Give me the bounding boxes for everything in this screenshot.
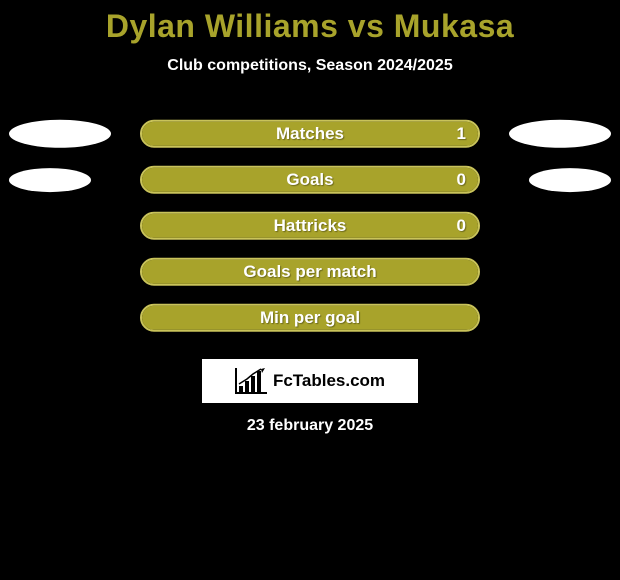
date-text: 23 february 2025 — [0, 417, 620, 435]
stat-value: 1 — [457, 122, 466, 146]
player-right-ellipse — [529, 168, 611, 192]
stat-row: Hattricks0 — [0, 205, 620, 251]
stat-bar: Goals0 — [140, 166, 480, 194]
stat-label: Hattricks — [142, 214, 478, 238]
stat-label: Matches — [142, 122, 478, 146]
stat-row: Goals per match — [0, 251, 620, 297]
stat-value: 0 — [457, 168, 466, 192]
stat-row: Matches1 — [0, 113, 620, 159]
player-right-ellipse — [509, 120, 611, 148]
player-left-ellipse — [9, 120, 111, 148]
logo-text: FcTables.com — [273, 371, 385, 391]
stat-label: Goals — [142, 168, 478, 192]
stat-row: Goals0 — [0, 159, 620, 205]
stat-row: Min per goal — [0, 297, 620, 343]
stat-bar: Min per goal — [140, 304, 480, 332]
logo-suffix: .com — [345, 371, 385, 390]
stat-bar: Hattricks0 — [140, 212, 480, 240]
logo-prefix: Fc — [273, 371, 293, 390]
stat-bar: Matches1 — [140, 120, 480, 148]
stat-value: 0 — [457, 214, 466, 238]
bar-chart-icon — [235, 368, 267, 394]
fctables-logo: FcTables.com — [202, 359, 418, 403]
subtitle: Club competitions, Season 2024/2025 — [0, 57, 620, 75]
page-title: Dylan Williams vs Mukasa — [0, 0, 620, 45]
logo-main: Tables — [293, 371, 346, 390]
player-left-ellipse — [9, 168, 91, 192]
stat-label: Goals per match — [142, 260, 478, 284]
comparison-infographic: Dylan Williams vs Mukasa Club competitio… — [0, 0, 620, 580]
stat-label: Min per goal — [142, 306, 478, 330]
stat-bar: Goals per match — [140, 258, 480, 286]
stat-rows-container: Matches1Goals0Hattricks0Goals per matchM… — [0, 113, 620, 343]
